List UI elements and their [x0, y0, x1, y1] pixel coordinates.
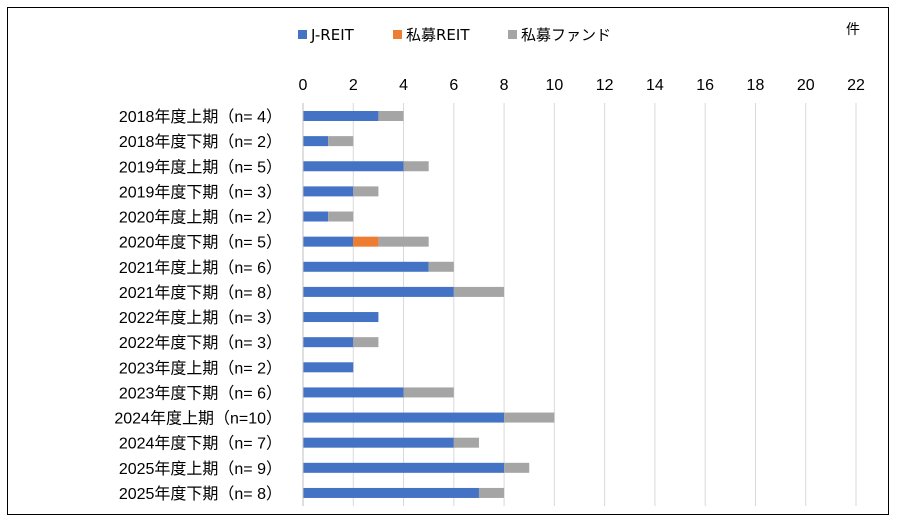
- category-label: 2018年度下期（n= 2）: [119, 133, 282, 151]
- bar-segment: [478, 487, 505, 498]
- bars: [303, 111, 555, 498]
- bar-segment: [303, 236, 354, 247]
- category-label: 2025年度上期（n= 9）: [119, 460, 282, 478]
- bar-segment: [303, 161, 404, 172]
- category-label: 2023年度上期（n= 2）: [119, 359, 282, 377]
- bar-segment: [403, 387, 454, 398]
- stacked-bar-chart: 0 2 4 6 8 10 12 14 16 18 20 22 2018年度上期（n= 4）2018年度…: [114, 22, 865, 506]
- bar-segment: [303, 211, 329, 222]
- x-tick-label: 22: [847, 77, 865, 94]
- bar-segment: [378, 111, 404, 121]
- bar-segment: [303, 337, 354, 348]
- bar-segment: [453, 437, 479, 448]
- x-tick-label: 18: [747, 77, 765, 94]
- category-label: 2025年度下期（n= 8）: [119, 485, 282, 503]
- category-label: 2021年度下期（n= 8）: [119, 284, 282, 302]
- category-label: 2019年度上期（n= 5）: [119, 158, 282, 176]
- bar-segment: [504, 462, 530, 473]
- category-label: 2020年度上期（n= 2）: [119, 209, 282, 227]
- x-tick-label: 4: [399, 77, 408, 94]
- category-label: 2022年度下期（n= 3）: [119, 334, 282, 352]
- bar-segment: [353, 186, 379, 197]
- bar-segment: [303, 111, 379, 121]
- category-label: 2021年度上期（n= 6）: [119, 259, 282, 277]
- x-tick-label: 20: [797, 77, 815, 94]
- bar-segment: [303, 487, 479, 498]
- category-label: 2024年度上期（n=10）: [114, 410, 282, 428]
- x-tick-label: 10: [545, 77, 563, 94]
- bar-segment: [504, 412, 555, 423]
- bar-segment: [303, 286, 454, 297]
- legend-swatch: [298, 30, 307, 39]
- bar-segment: [303, 437, 454, 448]
- x-tick-label: 16: [696, 77, 714, 94]
- bar-segment: [303, 362, 354, 373]
- bar-segment: [303, 462, 505, 473]
- category-label: 2022年度上期（n= 3）: [119, 309, 282, 327]
- bar-segment: [328, 136, 354, 147]
- x-tick-label: 6: [449, 77, 458, 94]
- bar-segment: [428, 261, 454, 272]
- unit-label: 件: [846, 22, 860, 38]
- category-labels: 2018年度上期（n= 4） 2018年度下期（n= 2） 2019年度上期（n= …: [114, 108, 282, 503]
- x-tick-label: 0: [299, 77, 308, 94]
- category-label: 2019年度下期（n= 3）: [119, 183, 282, 201]
- x-tick-label: 2: [349, 77, 358, 94]
- bar-segment: [353, 236, 379, 247]
- bar-segment: [303, 136, 329, 147]
- category-label: 2023年度下期（n= 6）: [119, 384, 282, 402]
- bar-segment: [303, 412, 505, 423]
- bar-segment: [303, 261, 429, 272]
- x-tick-label: 12: [596, 77, 614, 94]
- bar-segment: [303, 186, 354, 197]
- category-label: 2020年度下期（n= 5）: [119, 234, 282, 252]
- x-tick-labels: 0 2 4 6 8 10 12 14 16 18 20 22: [299, 77, 865, 94]
- bar-segment: [378, 236, 429, 247]
- legend-label: 私募REIT: [406, 26, 470, 44]
- chart-frame: 0 2 4 6 8 10 12 14 16 18 20 22 2018年度上期（n= 4） 2018年度…: [7, 7, 889, 515]
- bar-segment: [353, 337, 379, 348]
- legend-swatch: [508, 30, 517, 39]
- legend-swatch: [393, 30, 402, 39]
- bar-segment: [303, 312, 379, 323]
- legend-item: 私募REIT: [393, 26, 470, 44]
- legend-label: J-REIT: [310, 26, 355, 44]
- category-label: 2024年度下期（n= 7）: [119, 435, 282, 453]
- bar-segment: [328, 211, 354, 222]
- bar-segment: [403, 161, 429, 172]
- legend: J-REIT 私募REIT 私募ファンド: [298, 26, 611, 44]
- legend-item: 私募ファンド: [508, 26, 611, 44]
- category-label: 2018年度上期（n= 4）: [119, 108, 282, 126]
- x-tick-label: 14: [646, 77, 664, 94]
- legend-item: J-REIT: [298, 26, 355, 44]
- legend-label: 私募ファンド: [521, 26, 611, 44]
- bar-segment: [303, 387, 404, 398]
- bar-segment: [453, 286, 505, 297]
- x-tick-label: 8: [500, 77, 509, 94]
